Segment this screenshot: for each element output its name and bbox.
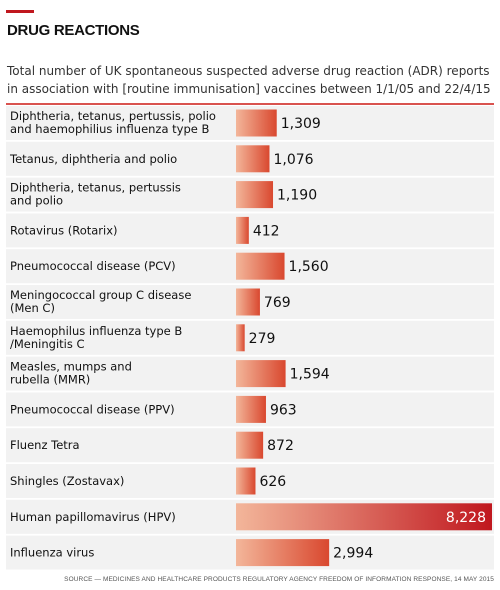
category-label: Diphtheria, tetanus, pertussis and polio [10, 181, 181, 208]
chart-row: Pneumococcal disease (PCV) 1,560 [6, 249, 494, 284]
category-label: Influenza virus [10, 546, 94, 560]
value-label: 1,560 [289, 259, 329, 275]
chart-row: Human papillomavirus (HPV) 8,228 [6, 499, 494, 534]
chart-title: DRUG REACTIONS [7, 22, 140, 39]
category-label: Shingles (Zostavax) [10, 474, 124, 488]
chart-row: Fluenz Tetra 872 [6, 428, 494, 463]
accent-bar [6, 10, 34, 13]
value-label: 963 [270, 402, 297, 418]
category-label: Haemophilus influenza type B/Meningitis … [10, 324, 182, 351]
chart-row: Rotavirus (Rotarix) 412 [6, 213, 494, 248]
chart-row: Diphtheria, tetanus, pertussis, polio and… [6, 106, 494, 140]
value-label: 769 [264, 295, 291, 311]
value-label: 1,309 [281, 116, 321, 132]
chart-row: Pneumococcal disease (PPV) 963 [6, 392, 494, 427]
bar [236, 288, 260, 316]
value-label: 8,228 [446, 510, 486, 526]
bar [236, 503, 492, 531]
category-label: Pneumococcal disease (PCV) [10, 259, 176, 273]
chart-row: Shingles (Zostavax) 626 [6, 464, 494, 498]
chart-row: Haemophilus influenza type B/Meningitis … [6, 320, 494, 355]
chart-row: Measles, mumps and rubella (MMR) 1,594 [6, 356, 494, 391]
chart-row: Tetanus, diphtheria and polio 1,076 [6, 141, 494, 176]
bar [236, 109, 277, 137]
chart-row: Influenza virus 2,994 [6, 535, 494, 570]
row-background [6, 213, 494, 248]
value-label: 1,190 [277, 188, 317, 204]
category-label: Pneumococcal disease (PPV) [10, 402, 175, 416]
category-label: Measles, mumps and rubella (MMR) [10, 360, 132, 387]
bar [236, 467, 256, 495]
value-label: 412 [253, 223, 280, 239]
chart-row: Diphtheria, tetanus, pertussis and polio 1… [6, 177, 494, 212]
row-background [6, 320, 494, 355]
value-label: 626 [259, 474, 286, 490]
value-label: 1,594 [290, 367, 330, 383]
value-label: 279 [249, 331, 276, 347]
bar [236, 360, 286, 388]
bar [236, 539, 330, 567]
chart-subtitle: Total number of UK spontaneous suspected… [7, 64, 491, 96]
bar [236, 181, 274, 209]
category-label: Diphtheria, tetanus, pertussis, polio and… [10, 109, 216, 136]
bar-chart: Diphtheria, tetanus, pertussis, polio and… [6, 106, 494, 570]
category-label: Tetanus, diphtheria and polio [9, 152, 177, 166]
bar [236, 395, 266, 423]
category-label: Rotavirus (Rotarix) [10, 223, 118, 237]
bar [236, 145, 270, 173]
bar [236, 252, 285, 280]
value-label: 2,994 [333, 546, 373, 562]
value-label: 1,076 [273, 152, 313, 168]
category-label: Fluenz Tetra [10, 438, 80, 452]
bar [236, 431, 264, 459]
chart-row: Meningococcal group C disease (Men C) 769 [6, 285, 494, 319]
bar [236, 216, 249, 244]
header-divider [6, 103, 494, 105]
category-label: Human papillomavirus (HPV) [10, 510, 176, 524]
bar [236, 324, 245, 352]
source-note: SOURCE — MEDICINES AND HEALTHCARE PRODUC… [64, 576, 494, 583]
category-label: Meningococcal group C disease (Men C) [10, 288, 191, 315]
value-label: 872 [267, 438, 294, 454]
